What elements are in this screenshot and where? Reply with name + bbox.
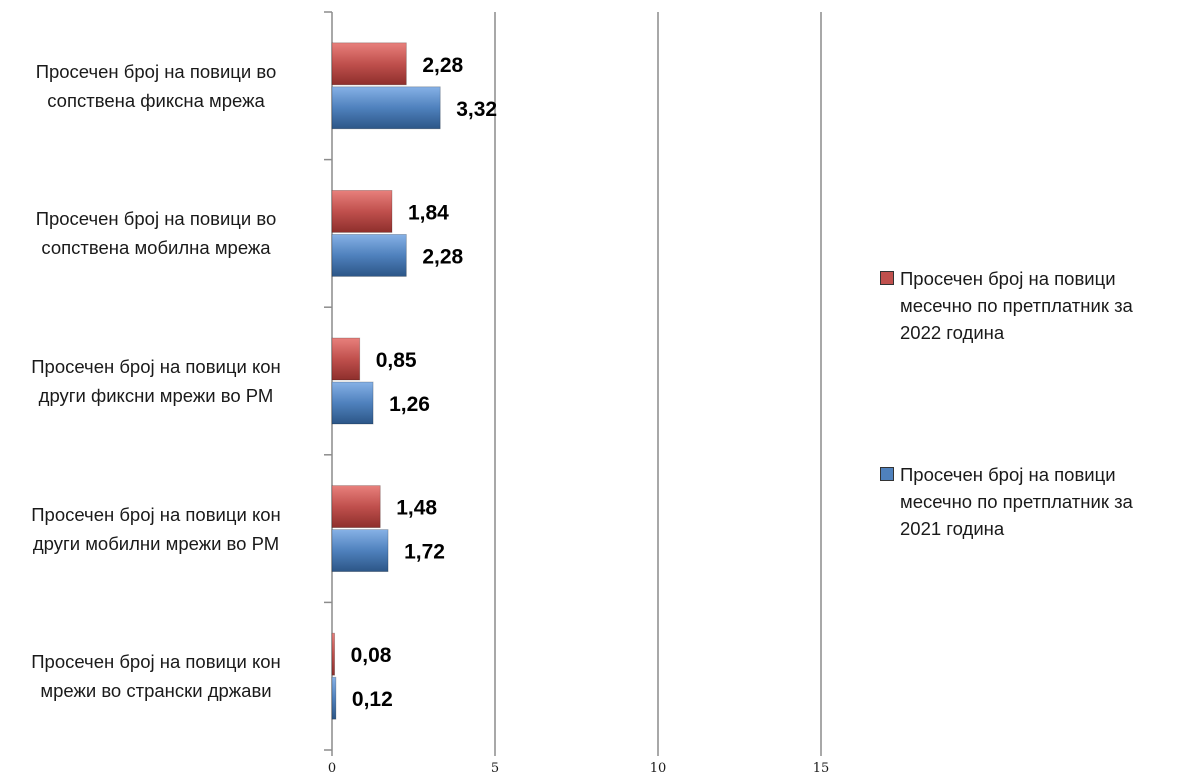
category-label-line: други фиксни мрежи во РМ bbox=[38, 385, 274, 406]
category-label-line: Просечен број на повици кон bbox=[31, 651, 281, 673]
data-label: 0,85 bbox=[376, 349, 417, 372]
bar bbox=[331, 529, 389, 572]
x-tick-label: 0 bbox=[328, 761, 336, 776]
legend-swatch bbox=[880, 467, 894, 481]
category-label-line: сопствена фиксна мрежа bbox=[47, 89, 265, 111]
legend-label: Просечен број на повици месечно по претпл… bbox=[900, 461, 1180, 542]
bar bbox=[331, 42, 407, 86]
data-label: 3,32 bbox=[456, 98, 497, 121]
legend-label-line: Просечен број на повици bbox=[900, 464, 1116, 485]
legend-label-line: Просечен број на повици bbox=[900, 268, 1116, 289]
category-label-line: Просечен број на повици во bbox=[35, 208, 277, 230]
bar bbox=[331, 337, 361, 381]
category-label: Просечен број на повици кон мрежи во стра… bbox=[0, 647, 312, 705]
bar bbox=[331, 632, 336, 676]
legend-swatch bbox=[880, 271, 894, 285]
x-tick-label: 15 bbox=[813, 761, 830, 776]
bar bbox=[331, 86, 441, 130]
data-label: 1,48 bbox=[396, 497, 437, 520]
data-label: 1,84 bbox=[408, 201, 449, 224]
bar bbox=[331, 381, 374, 425]
data-label: 1,26 bbox=[389, 393, 430, 416]
x-tick-label: 5 bbox=[491, 761, 499, 776]
data-label: 2,28 bbox=[422, 245, 463, 268]
category-label-line: Просечен број на повици кон bbox=[31, 503, 281, 525]
category-label-line: Просечен број на повици кон bbox=[31, 356, 281, 377]
category-label-line: Просечен број на повици во bbox=[35, 60, 277, 82]
legend-label: Просечен број на повици месечно по претпл… bbox=[900, 265, 1180, 346]
bar bbox=[331, 233, 407, 277]
legend-label-line: 2021 година bbox=[900, 518, 1005, 539]
bar bbox=[331, 676, 337, 720]
data-label: 2,28 bbox=[422, 54, 463, 77]
category-label-line: други мобилни мрежи во РМ bbox=[32, 532, 280, 554]
legend-label-line: месечно по претплатник за bbox=[900, 491, 1133, 512]
legend-label-line: месечно по претплатник за bbox=[900, 295, 1133, 316]
data-label: 1,72 bbox=[404, 541, 445, 564]
legend-label-line: 2022 година bbox=[900, 322, 1005, 343]
category-label: Просечен број на повици во сопствена фикс… bbox=[0, 57, 312, 115]
data-label: 0,12 bbox=[352, 688, 393, 711]
category-label-line: сопствена мобилна мрежа bbox=[41, 237, 271, 259]
x-tick-label: 10 bbox=[650, 761, 667, 776]
category-label-line: мрежи во странски држави bbox=[40, 680, 272, 702]
category-label: Просечен број на повици во сопствена моби… bbox=[0, 204, 312, 262]
bar bbox=[331, 485, 381, 529]
category-label: Просечен број на повици кон други фиксни … bbox=[0, 352, 312, 410]
bar bbox=[331, 189, 393, 233]
category-label: Просечен број на повици кон други мобилни… bbox=[0, 500, 312, 558]
data-label: 0,08 bbox=[351, 644, 392, 667]
